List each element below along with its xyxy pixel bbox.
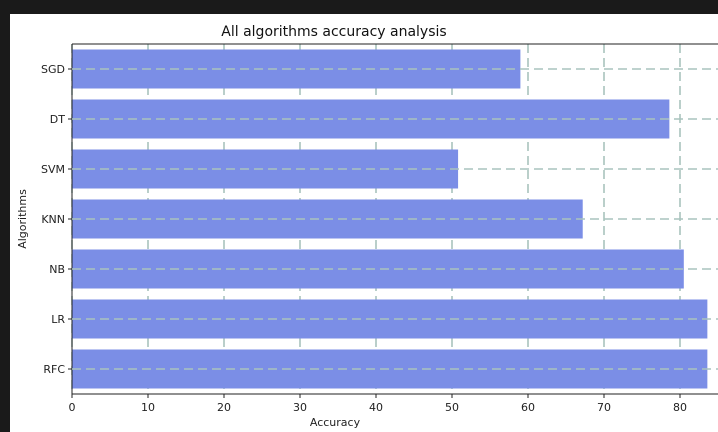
x-tick-label: 70	[597, 401, 611, 414]
y-tick-label: SVM	[41, 163, 65, 176]
y-tick-label: SGD	[41, 63, 65, 76]
x-tick-label: 30	[293, 401, 307, 414]
chart-title: All algorithms accuracy analysis	[221, 24, 446, 40]
x-tick-label: 10	[141, 401, 155, 414]
x-tick-label: 0	[69, 401, 76, 414]
y-axis-label: Algorithms	[16, 189, 29, 249]
axes-layer: 0 10 20 30 40 50 60 70 80 SGD DT SVM KNN NB LR RFC	[41, 43, 718, 414]
x-tick-label: 20	[217, 401, 231, 414]
x-tick-label: 50	[445, 401, 459, 414]
x-axis-label: Accuracy	[310, 416, 361, 429]
y-tick-label: RFC	[43, 363, 65, 376]
x-tick-label: 40	[369, 401, 383, 414]
y-tick-label: KNN	[41, 213, 65, 226]
y-tick-label: NB	[49, 263, 65, 276]
x-tick-label: 80	[673, 401, 687, 414]
y-tick-label: LR	[51, 313, 65, 326]
y-tick-label: DT	[50, 113, 65, 126]
x-tick-label: 60	[521, 401, 535, 414]
chart-figure: All algorithms accuracy analysis 0 10 20 30…	[10, 14, 718, 432]
bar-chart: All algorithms accuracy analysis 0 10 20 30…	[16, 24, 718, 429]
